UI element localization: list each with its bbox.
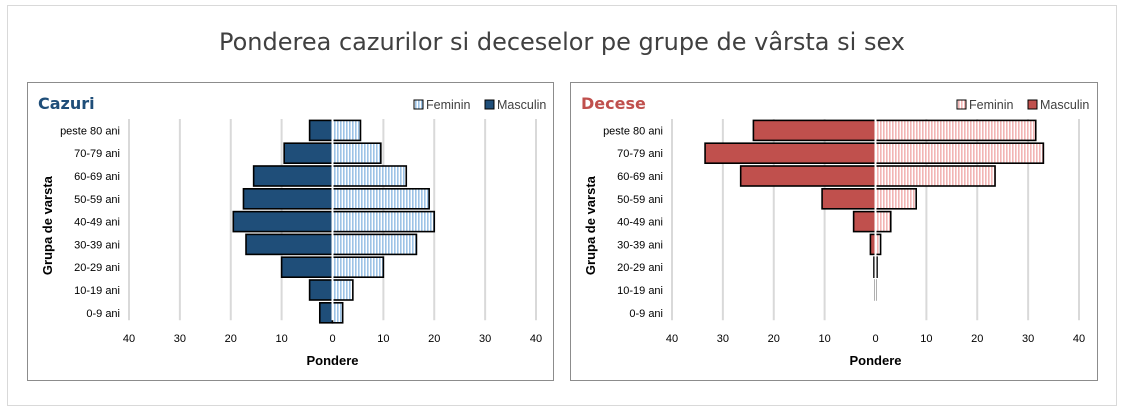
decese-category-label: 40-49 ani — [617, 217, 663, 229]
cazuri-bar-feminin — [331, 119, 362, 142]
cazuri-category-label: 60-69 ani — [74, 171, 120, 183]
cazuri-bar-feminin — [331, 210, 436, 233]
decese-panel-title: Decese — [581, 94, 646, 113]
cazuri-bar-masculin — [318, 302, 334, 324]
cazuri-xtick-label: 40 — [530, 333, 542, 345]
cazuri-bar-feminin — [331, 279, 354, 301]
cazuri-panel-title: Cazuri — [38, 94, 95, 113]
decese-category-label: 10-19 ani — [617, 285, 663, 297]
decese-xtick-label: 30 — [717, 333, 729, 345]
page-title: Ponderea cazurilor si deceselor pe grupe… — [218, 28, 905, 56]
cazuri-bar-masculin — [308, 119, 334, 142]
cazuri-bar-masculin — [242, 188, 334, 210]
cazuri-xtick-label: 10 — [377, 333, 389, 345]
decese-category-label: 30-39 ani — [617, 239, 663, 251]
decese-bar-feminin — [874, 188, 918, 210]
cazuri-bar-feminin — [331, 188, 430, 210]
decese-bar-feminin — [874, 165, 996, 187]
cazuri-bar-feminin — [331, 165, 408, 187]
decese-category-label: 60-69 ani — [617, 171, 663, 183]
cazuri-xtick-label: 30 — [174, 333, 186, 345]
cazuri-legend-masculin: Masculin — [497, 98, 546, 112]
decese-x-axis-title: Pondere — [849, 353, 901, 368]
decese-category-label: 20-29 ani — [617, 262, 663, 274]
cazuri-xtick-label: 20 — [428, 333, 440, 345]
cazuri-bar-masculin — [245, 233, 334, 256]
decese-chart: peste 80 ani 70-79 ani 60-69 ani 50-59 ani 4… — [581, 94, 1089, 368]
cazuri-legend-swatch-masculin — [484, 99, 495, 110]
cazuri-chart: peste 80 ani 70-79 ani 60-69 ani 50-59 ani 4… — [38, 94, 546, 368]
decese-legend-swatch-masculin — [1027, 99, 1038, 110]
cazuri-bar-feminin — [331, 142, 382, 165]
cazuri-category-label: 30-39 ani — [74, 239, 120, 251]
decese-bar-feminin — [874, 119, 1037, 142]
cazuri-xtick-label: 20 — [225, 333, 237, 345]
decese-category-label: 50-59 ani — [617, 194, 663, 206]
decese-bar-masculin — [752, 119, 877, 142]
cazuri-x-axis-title: Pondere — [306, 353, 358, 368]
cazuri-bar-masculin — [232, 210, 334, 233]
decese-xtick-label: 20 — [971, 333, 983, 345]
decese-bar-feminin — [874, 210, 892, 233]
cazuri-category-label: 70-79 ani — [74, 148, 120, 160]
cazuri-category-label: peste 80 ani — [60, 125, 120, 137]
decese-bar-masculin — [852, 210, 877, 233]
decese-category-label: 0-9 ani — [629, 308, 663, 320]
cazuri-category-label: 10-19 ani — [74, 285, 120, 297]
cazuri-xtick-label: 10 — [276, 333, 288, 345]
decese-bar-masculin — [704, 142, 877, 165]
decese-legend-masculin: Masculin — [1040, 98, 1089, 112]
decese-category-label: peste 80 ani — [603, 125, 663, 137]
decese-bar-masculin — [739, 165, 877, 187]
decese-bar-feminin — [874, 142, 1045, 165]
decese-xtick-label: 10 — [819, 333, 831, 345]
cazuri-legend-swatch-feminin — [413, 99, 424, 110]
cazuri-category-label: 0-9 ani — [86, 308, 120, 320]
cazuri-bar-feminin — [331, 233, 418, 256]
decese-xtick-label: 10 — [920, 333, 932, 345]
cazuri-bar-masculin — [308, 279, 334, 301]
decese-legend-swatch-feminin — [956, 99, 967, 110]
decese-bar-masculin — [821, 188, 877, 210]
decese-legend-feminin: Feminin — [969, 98, 1014, 112]
cazuri-category-label: 40-49 ani — [74, 217, 120, 229]
cazuri-category-label: 20-29 ani — [74, 262, 120, 274]
cazuri-y-axis-title: Grupa de varsta — [40, 175, 55, 275]
cazuri-panel: peste 80 ani 70-79 ani 60-69 ani 50-59 ani 4… — [27, 82, 554, 381]
cazuri-bar-masculin — [283, 142, 334, 165]
decese-xtick-label: 20 — [768, 333, 780, 345]
decese-xtick-label: 0 — [872, 333, 878, 345]
cazuri-xtick-label: 0 — [329, 333, 335, 345]
decese-xtick-label: 40 — [1073, 333, 1085, 345]
decese-xtick-label: 30 — [1022, 333, 1034, 345]
decese-category-label: 70-79 ani — [617, 148, 663, 160]
cazuri-bar-feminin — [331, 256, 385, 278]
cazuri-xtick-label: 40 — [123, 333, 135, 345]
cazuri-category-label: 50-59 ani — [74, 194, 120, 206]
decese-xtick-label: 40 — [666, 333, 678, 345]
cazuri-bar-masculin — [280, 256, 334, 278]
decese-y-axis-title: Grupa de varsta — [583, 175, 598, 275]
cazuri-bar-masculin — [252, 165, 334, 187]
cazuri-legend-feminin: Feminin — [426, 98, 471, 112]
decese-panel: peste 80 ani 70-79 ani 60-69 ani 50-59 ani 4… — [570, 82, 1098, 381]
cazuri-xtick-label: 30 — [479, 333, 491, 345]
cazuri-bar-feminin — [331, 302, 344, 324]
